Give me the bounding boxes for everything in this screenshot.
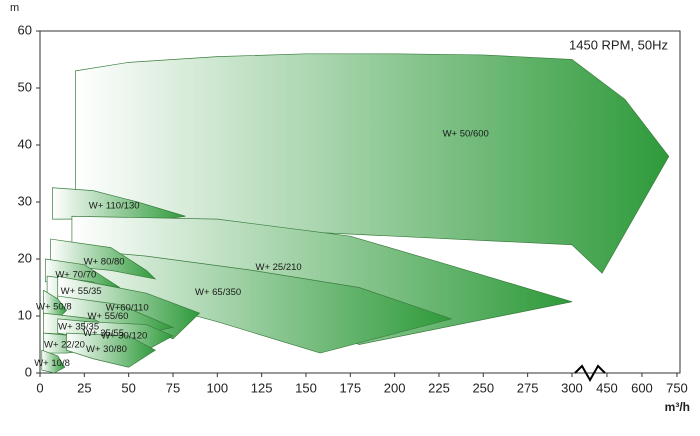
x-tick-label: 600 xyxy=(631,380,653,395)
x-tick-label: 450 xyxy=(596,380,618,395)
x-tick-label: 175 xyxy=(339,380,361,395)
x-tick-label: 50 xyxy=(121,380,135,395)
region-label: W+ 30/80 xyxy=(86,344,127,355)
x-tick-label: 150 xyxy=(295,380,317,395)
x-axis-label: m³/h xyxy=(665,400,690,414)
y-tick-label: 50 xyxy=(18,79,32,94)
x-tick-label: 275 xyxy=(517,380,539,395)
x-tick-label: 75 xyxy=(166,380,180,395)
region xyxy=(43,289,68,320)
y-tick-label: 30 xyxy=(18,193,32,208)
region-label: W+ 80/80 xyxy=(84,256,125,267)
region-label: W+ 10/8 xyxy=(34,358,70,369)
y-tick-label: 40 xyxy=(18,136,32,151)
x-tick-label: 250 xyxy=(472,380,494,395)
x-tick-label: 25 xyxy=(77,380,91,395)
x-tick-label: 200 xyxy=(384,380,406,395)
axis-break xyxy=(574,364,606,383)
region xyxy=(52,187,186,220)
y-tick-label: 10 xyxy=(18,307,32,322)
x-tick-label: 0 xyxy=(36,380,43,395)
x-tick-label: 300 xyxy=(561,380,583,395)
region-label: W+ 55/60 xyxy=(88,311,129,322)
x-tick-label: 100 xyxy=(206,380,228,395)
x-tick-label: 225 xyxy=(428,380,450,395)
y-tick-label: 60 xyxy=(18,22,32,37)
region-label: W+ 22/20 xyxy=(44,340,85,351)
region xyxy=(41,349,66,374)
y-tick-label: 20 xyxy=(18,250,32,265)
x-tick-label: 750 xyxy=(666,380,688,395)
region-label: W+ 35/55 xyxy=(83,328,124,339)
y-tick-label: 0 xyxy=(25,364,32,379)
region-label: W+ 35/35 xyxy=(58,321,99,332)
annotation: 1450 RPM, 50Hz xyxy=(569,37,668,52)
region-label: W+ 70/70 xyxy=(55,269,96,280)
region-label: W+ 50/600 xyxy=(443,128,489,139)
region-label: W+ 50/8 xyxy=(36,301,72,312)
region-label: W+60/110 xyxy=(106,302,149,313)
region xyxy=(66,332,156,368)
region-label: W+ 55/35 xyxy=(61,286,102,297)
region-label: W+ 30/120 xyxy=(101,330,147,341)
region-label: W+ 110/130 xyxy=(89,200,140,211)
x-tick-label: 125 xyxy=(251,380,273,395)
region-label: W+ 25/210 xyxy=(255,262,301,273)
region-label: W+ 65/350 xyxy=(195,287,241,298)
y-axis-label: m xyxy=(10,2,19,14)
